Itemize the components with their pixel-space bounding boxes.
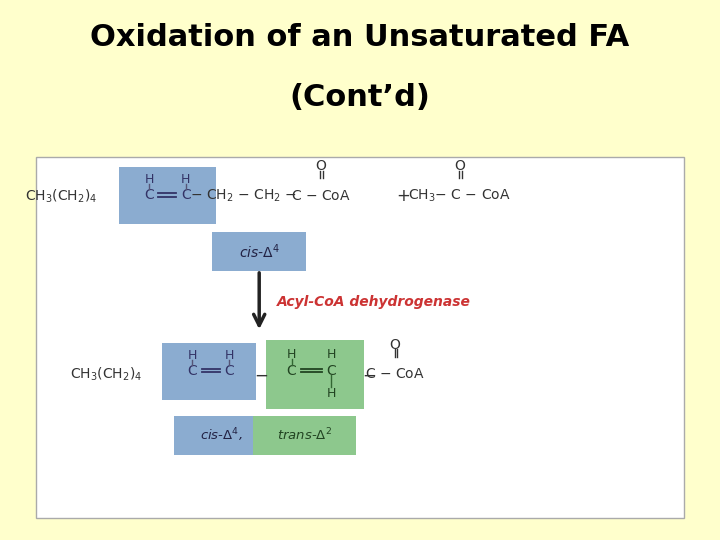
Text: $trans$-$\Delta^2$: $trans$-$\Delta^2$ — [277, 427, 332, 443]
Text: $cis$-$\Delta^4$,: $cis$-$\Delta^4$, — [200, 427, 243, 444]
Text: C: C — [326, 364, 336, 378]
Text: C $-$ CoA: C $-$ CoA — [291, 189, 350, 203]
Text: (Cont’d): (Cont’d) — [289, 83, 431, 112]
Text: CH$_3$$-$ C $-$ CoA: CH$_3$$-$ C $-$ CoA — [408, 188, 510, 204]
Text: C: C — [144, 188, 154, 202]
Text: CH$_3$(CH$_2$)$_4$: CH$_3$(CH$_2$)$_4$ — [71, 366, 143, 383]
Text: H: H — [224, 349, 234, 362]
Text: C: C — [287, 364, 297, 378]
Text: +: + — [396, 187, 410, 205]
Text: $-$: $-$ — [254, 365, 269, 383]
Text: CH$_3$(CH$_2$)$_4$: CH$_3$(CH$_2$)$_4$ — [25, 187, 97, 205]
Text: H: H — [287, 348, 297, 361]
FancyBboxPatch shape — [266, 340, 364, 409]
Text: O: O — [454, 159, 465, 173]
FancyBboxPatch shape — [36, 157, 684, 518]
FancyBboxPatch shape — [162, 343, 256, 400]
Text: C: C — [224, 364, 234, 378]
Text: H: H — [181, 173, 191, 186]
Text: C: C — [187, 364, 197, 378]
FancyBboxPatch shape — [174, 416, 269, 455]
Text: H: H — [326, 348, 336, 361]
Text: Oxidation of an Unsaturated FA: Oxidation of an Unsaturated FA — [91, 23, 629, 52]
Text: H: H — [326, 387, 336, 400]
FancyBboxPatch shape — [212, 232, 306, 271]
FancyBboxPatch shape — [253, 416, 356, 455]
Text: O: O — [389, 338, 400, 352]
Text: $cis$-$\Delta^4$: $cis$-$\Delta^4$ — [239, 242, 279, 261]
Text: C $-$ CoA: C $-$ CoA — [365, 367, 424, 381]
Text: H: H — [187, 349, 197, 362]
Text: H: H — [144, 173, 154, 186]
Text: Acyl-CoA dehydrogenase: Acyl-CoA dehydrogenase — [277, 295, 471, 309]
FancyBboxPatch shape — [119, 167, 216, 224]
Text: $-$ CH$_2$ $-$ CH$_2$ $-$: $-$ CH$_2$ $-$ CH$_2$ $-$ — [190, 188, 297, 204]
Text: O: O — [315, 159, 326, 173]
Text: C: C — [181, 188, 191, 202]
Text: $-$: $-$ — [362, 365, 377, 383]
